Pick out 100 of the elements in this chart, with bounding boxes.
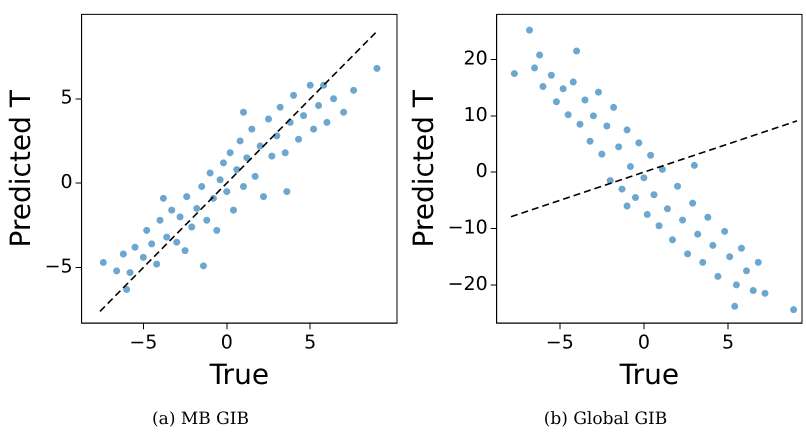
point bbox=[603, 122, 610, 130]
y-tick-label: 20 bbox=[464, 47, 488, 70]
point bbox=[570, 78, 577, 86]
point bbox=[268, 152, 276, 160]
point bbox=[582, 96, 589, 104]
point bbox=[732, 281, 740, 288]
x-axis-title: True bbox=[208, 358, 270, 392]
point bbox=[220, 159, 227, 166]
point bbox=[148, 240, 156, 248]
point bbox=[153, 260, 160, 268]
point bbox=[709, 242, 716, 249]
point bbox=[240, 108, 247, 116]
point bbox=[632, 194, 639, 202]
text: (a) MB GIB bbox=[152, 409, 249, 430]
point bbox=[132, 244, 139, 251]
point bbox=[761, 290, 768, 297]
point bbox=[656, 222, 663, 230]
point bbox=[373, 64, 380, 72]
text: (b) Global GIB bbox=[544, 409, 668, 430]
point bbox=[240, 183, 247, 190]
point bbox=[721, 228, 728, 235]
point bbox=[790, 306, 798, 314]
point bbox=[560, 85, 567, 92]
x-tick-label: −5 bbox=[129, 332, 158, 354]
point bbox=[674, 182, 682, 190]
point bbox=[323, 118, 330, 126]
point bbox=[738, 244, 745, 252]
point bbox=[647, 152, 654, 159]
point bbox=[230, 206, 237, 214]
point bbox=[731, 302, 738, 310]
y-tick-label: 10 bbox=[464, 104, 488, 126]
y-tick-label: −10 bbox=[448, 216, 488, 238]
point bbox=[260, 193, 267, 200]
point bbox=[726, 253, 734, 260]
point bbox=[123, 286, 130, 293]
point bbox=[704, 214, 712, 221]
point bbox=[714, 272, 722, 280]
point bbox=[282, 149, 289, 156]
point bbox=[236, 137, 244, 144]
point bbox=[754, 258, 762, 266]
point bbox=[576, 120, 584, 128]
point bbox=[684, 250, 692, 258]
y-axis-title: Predicted T bbox=[407, 89, 440, 248]
point bbox=[160, 194, 167, 202]
point bbox=[200, 262, 207, 270]
point bbox=[694, 230, 702, 238]
point bbox=[699, 258, 706, 266]
point bbox=[182, 247, 189, 254]
point bbox=[594, 88, 602, 96]
point bbox=[618, 186, 626, 193]
point bbox=[510, 70, 518, 78]
point bbox=[330, 95, 338, 102]
point bbox=[198, 183, 206, 190]
point bbox=[100, 258, 107, 266]
point bbox=[283, 188, 290, 196]
point bbox=[143, 226, 150, 234]
point bbox=[626, 163, 634, 170]
point bbox=[640, 174, 648, 182]
point bbox=[742, 267, 750, 274]
point bbox=[315, 102, 322, 110]
point bbox=[252, 172, 259, 180]
point bbox=[564, 111, 572, 118]
point bbox=[265, 116, 272, 123]
point bbox=[689, 200, 696, 207]
point bbox=[290, 92, 298, 99]
point bbox=[243, 154, 250, 162]
point bbox=[226, 149, 234, 156]
point bbox=[300, 112, 308, 120]
point bbox=[664, 205, 671, 212]
y-tick-label: 5 bbox=[60, 86, 73, 109]
point bbox=[276, 104, 284, 111]
x-tick-label: 0 bbox=[220, 332, 233, 354]
point bbox=[295, 136, 302, 143]
y-tick-label: −20 bbox=[448, 272, 488, 295]
point bbox=[340, 108, 348, 116]
point bbox=[531, 64, 538, 72]
y-tick-label: −5 bbox=[44, 255, 73, 278]
point bbox=[233, 166, 240, 174]
x-tick-label: 0 bbox=[638, 332, 650, 354]
point bbox=[548, 72, 555, 79]
point bbox=[615, 143, 622, 150]
y-tick-label: 0 bbox=[476, 160, 488, 182]
point bbox=[188, 224, 196, 231]
point bbox=[203, 216, 210, 224]
point bbox=[650, 191, 658, 198]
point bbox=[248, 126, 256, 133]
x-axis-title: True bbox=[618, 358, 680, 392]
point bbox=[163, 234, 170, 241]
point bbox=[586, 138, 594, 145]
point bbox=[140, 254, 147, 261]
point bbox=[750, 287, 757, 294]
x-tick-label: 5 bbox=[722, 332, 734, 354]
point bbox=[624, 126, 631, 134]
point bbox=[668, 236, 676, 244]
point bbox=[610, 104, 618, 111]
y-axis-title: Predicted T bbox=[4, 89, 38, 248]
point bbox=[679, 216, 686, 224]
x-tick-label: −5 bbox=[546, 332, 574, 354]
point bbox=[206, 170, 214, 177]
point bbox=[213, 226, 220, 234]
